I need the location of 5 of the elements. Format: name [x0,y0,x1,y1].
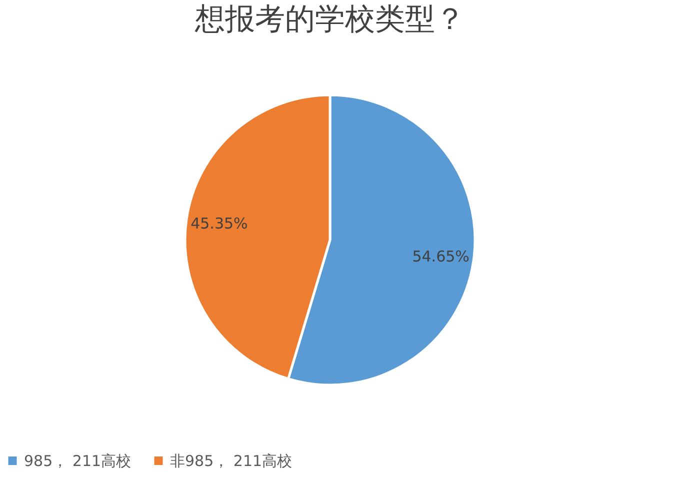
data-label: 54.65% [412,247,470,266]
legend-label: 985， 211高校 [24,452,132,470]
data-label: 45.35% [190,214,248,233]
chart-title: 想报考的学校类型？ [194,2,465,37]
legend-label: 非985， 211高校 [170,452,292,470]
